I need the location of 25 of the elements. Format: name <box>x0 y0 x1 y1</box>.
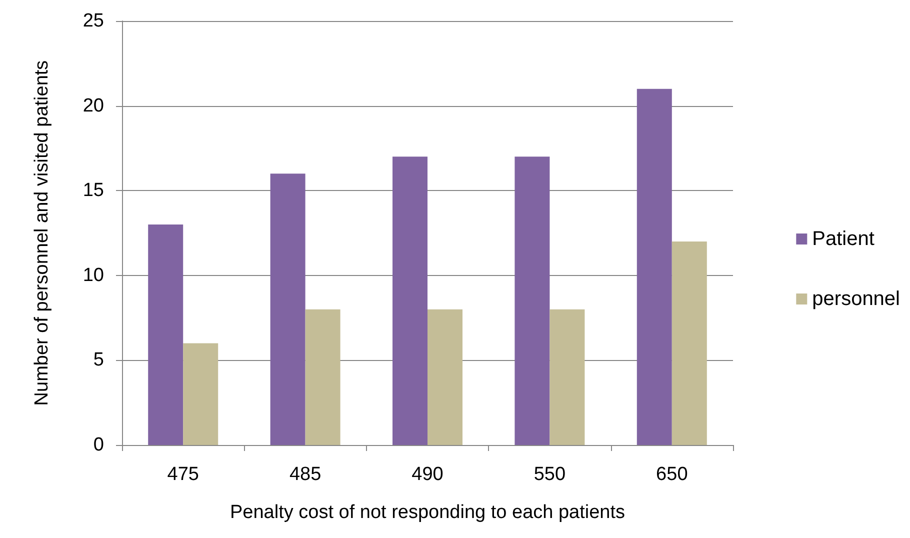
bar <box>550 309 585 445</box>
y-tick-label: 5 <box>93 350 104 371</box>
x-tick-label: 550 <box>534 464 566 485</box>
bar <box>148 224 184 445</box>
y-tick-label: 15 <box>82 180 104 202</box>
bar <box>270 174 306 445</box>
y-tick-label: 20 <box>82 95 104 116</box>
bar <box>672 241 707 445</box>
bar <box>636 88 672 445</box>
legend-label: Patient <box>812 228 875 250</box>
x-tick-label: 485 <box>289 464 322 485</box>
y-tick-label: 0 <box>93 434 104 456</box>
x-tick-label: 475 <box>167 464 199 485</box>
x-tick-label: 490 <box>412 464 444 485</box>
bar <box>305 309 340 445</box>
bar <box>392 156 428 445</box>
x-axis-title: Penalty cost of not responding to each patients <box>230 502 626 523</box>
bar <box>183 343 218 445</box>
y-tick-label: 25 <box>82 10 104 32</box>
y-axis-title: Number of personnel and visited patients <box>32 60 52 406</box>
bar <box>514 156 550 445</box>
bar <box>428 309 462 445</box>
x-tick-label: 650 <box>656 464 688 485</box>
legend-label: personnel <box>812 288 900 310</box>
y-tick-label: 10 <box>82 264 104 286</box>
